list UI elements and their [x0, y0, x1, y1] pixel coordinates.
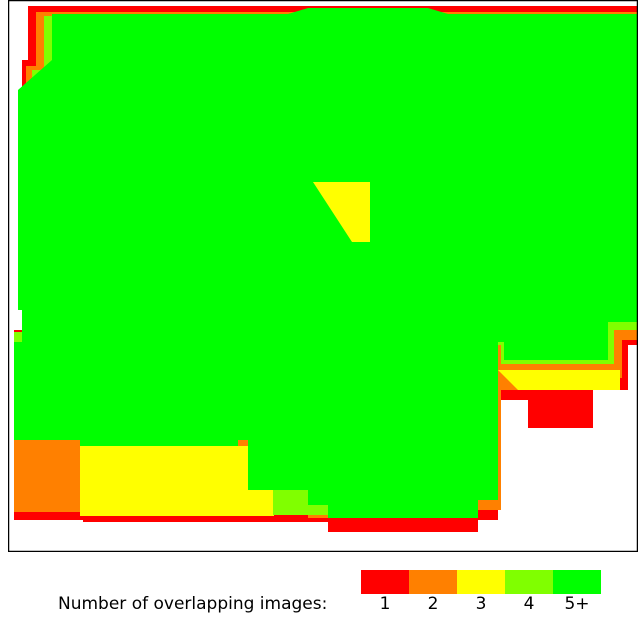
colorbar-tick-label: 4: [523, 594, 535, 614]
colorbar-legend: Number of overlapping images: 1 2 3 4 5+: [0, 568, 638, 618]
colorbar-tick-label: 1: [379, 594, 391, 614]
colorbar-label: Number of overlapping images:: [58, 594, 328, 614]
overlap-region-level-2-block: [14, 446, 80, 512]
colorbar-swatch-5: [553, 570, 601, 594]
colorbar-swatch-2: [409, 570, 457, 594]
colorbar-tick-label: 5+: [564, 594, 590, 614]
overlap-map: [8, 0, 638, 552]
colorbar-swatch-3: [457, 570, 505, 594]
colorbar-swatch-1: [361, 570, 409, 594]
overlap-region-level-5plus: [14, 8, 638, 518]
colorbar-swatch-4: [505, 570, 553, 594]
colorbar-tick-label: 2: [427, 594, 439, 614]
colorbar-tick-label: 3: [475, 594, 487, 614]
